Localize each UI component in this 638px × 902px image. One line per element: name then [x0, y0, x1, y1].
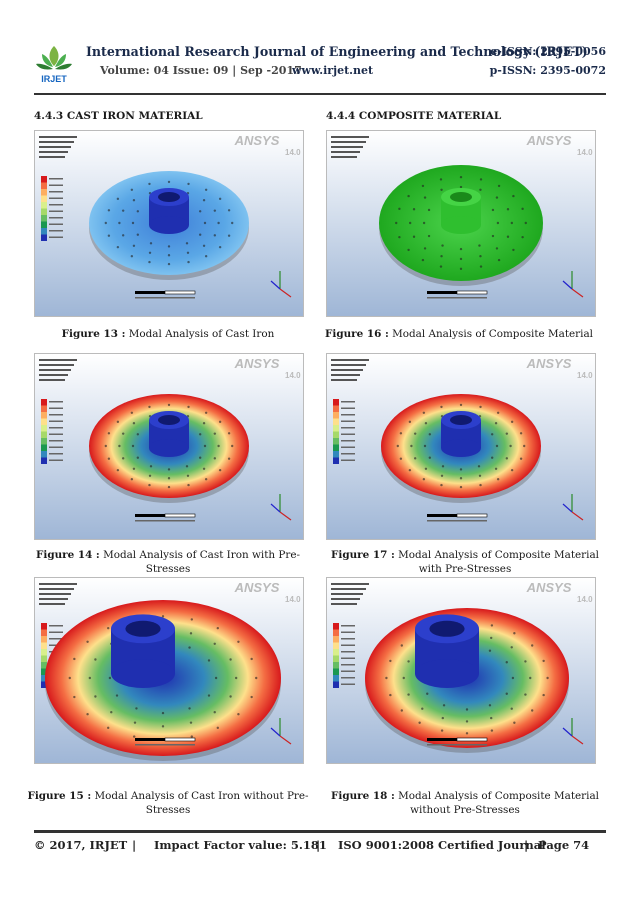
svg-text:14.0: 14.0: [285, 148, 301, 157]
figure-15-caption: Figure 15 : Modal Analysis of Cast Iron …: [27, 790, 309, 816]
ansys-render: ANSYS 14.0: [327, 578, 595, 763]
figure-14-caption: Figure 14 : Modal Analysis of Cast Iron …: [36, 549, 300, 575]
footer-page: Page 74: [538, 838, 590, 852]
figure-17-image: ANSYS 14.0: [326, 353, 596, 540]
figure-16-caption: Figure 16 : Modal Analysis of Composite …: [325, 328, 593, 340]
ansys-render: ANSYS 14.0: [327, 131, 595, 316]
figure-14-image: ANSYS 14.0: [34, 353, 304, 540]
svg-text:14.0: 14.0: [577, 148, 593, 157]
footer-iso: ISO 9001:2008 Certified Journal: [338, 838, 546, 852]
ansys-render: ANSYS 14.0: [35, 131, 303, 316]
website-link[interactable]: www.irjet.net: [292, 64, 374, 77]
svg-text:ANSYS: ANSYS: [526, 580, 572, 595]
footer-sep: |: [132, 838, 137, 852]
figure-18-caption: Figure 18 : Modal Analysis of Composite …: [331, 790, 599, 816]
irjet-logo: IRJET: [36, 46, 72, 84]
figure-13-image: ANSYS 14.0: [34, 130, 304, 317]
section-heading-composite: 4.4.4 COMPOSITE MATERIAL: [326, 110, 502, 122]
figure-13-caption: Figure 13 : Modal Analysis of Cast Iron: [61, 328, 275, 340]
svg-text:ANSYS: ANSYS: [234, 580, 280, 595]
p-issn: p-ISSN: 2395-0072: [489, 64, 606, 77]
journal-header: IRJET International Research Journal of …: [34, 42, 606, 90]
svg-text:14.0: 14.0: [285, 595, 301, 604]
e-issn: e-ISSN: 2395-0056: [490, 45, 606, 58]
footer-sep: |: [316, 838, 321, 852]
svg-text:14.0: 14.0: [577, 595, 593, 604]
journal-title: International Research Journal of Engine…: [86, 44, 588, 59]
figure-17-caption: Figure 17 : Modal Analysis of Composite …: [331, 549, 599, 575]
footer-copyright: © 2017, IRJET: [34, 838, 128, 852]
svg-text:14.0: 14.0: [577, 371, 593, 380]
ansys-render: ANSYS 14.0: [327, 354, 595, 539]
header-divider: [34, 93, 606, 95]
figure-16-image: ANSYS 14.0: [326, 130, 596, 317]
svg-text:14.0: 14.0: [285, 371, 301, 380]
section-heading-cast-iron: 4.4.3 CAST IRON MATERIAL: [34, 110, 203, 122]
figure-18-image: ANSYS 14.0: [326, 577, 596, 764]
footer-impact: Impact Factor value: 5.181: [154, 838, 327, 852]
ansys-render: ANSYS 14.0: [35, 354, 303, 539]
ansys-render: ANSYS 14.0: [35, 578, 303, 763]
volume-issue: Volume: 04 Issue: 09 | Sep -2017: [100, 64, 302, 77]
svg-text:IRJET: IRJET: [41, 74, 67, 84]
figure-15-image: ANSYS 14.0: [34, 577, 304, 764]
svg-text:ANSYS: ANSYS: [526, 356, 572, 371]
svg-text:ANSYS: ANSYS: [234, 356, 280, 371]
svg-text:ANSYS: ANSYS: [234, 133, 280, 148]
footer-divider: [34, 830, 606, 833]
svg-text:ANSYS: ANSYS: [526, 133, 572, 148]
footer-sep: |: [524, 838, 529, 852]
